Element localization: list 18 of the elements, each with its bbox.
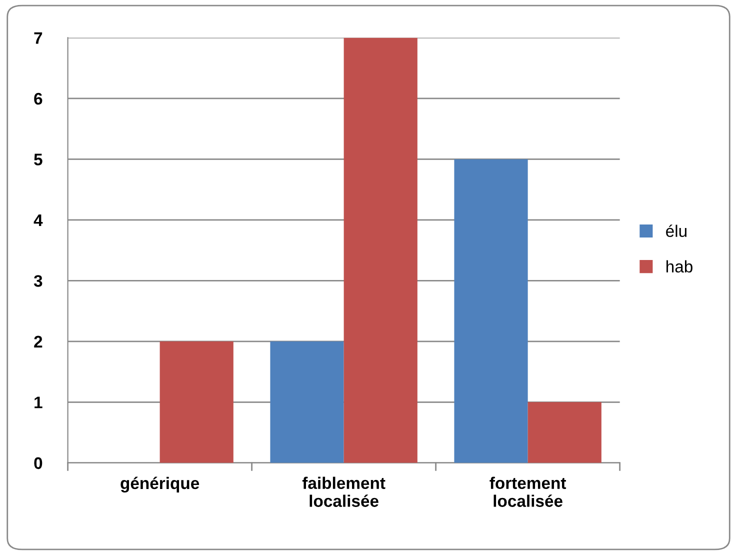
y-tick-label: 1	[34, 396, 42, 408]
bar	[270, 341, 344, 463]
y-tick-label: 0	[34, 457, 42, 470]
legend-label: élu	[666, 224, 686, 238]
x-tick-label: générique	[120, 476, 200, 493]
y-tick-label: 4	[34, 214, 43, 226]
y-tick-label: 5	[34, 154, 42, 166]
legend-label: hab	[666, 260, 692, 273]
bar	[344, 38, 418, 463]
bar	[160, 341, 234, 463]
bar	[528, 402, 602, 463]
x-tick-label: fortement localisée	[490, 476, 566, 507]
y-tick-label: 3	[34, 275, 42, 287]
bar	[454, 159, 528, 463]
x-tick-label: faiblement localisée	[302, 476, 386, 507]
y-tick-label: 2	[34, 336, 42, 348]
y-tick-label: 7	[34, 32, 42, 44]
y-tick-label: 6	[34, 92, 42, 105]
